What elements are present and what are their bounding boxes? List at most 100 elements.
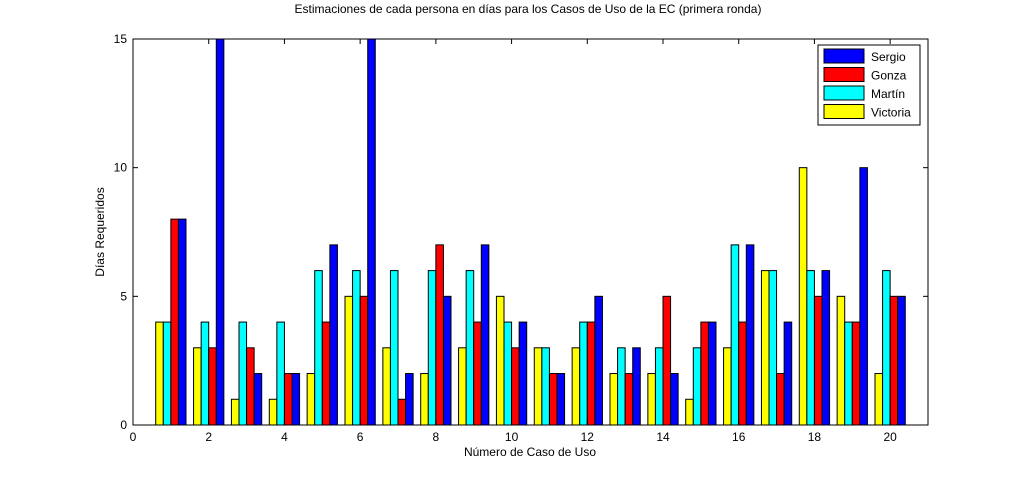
x-axis-label: Número de Caso de Uso xyxy=(464,445,596,459)
bar-gonza-9 xyxy=(473,321,482,426)
bars-layer xyxy=(155,38,906,426)
bar-victoria-8 xyxy=(420,373,429,426)
bar-victoria-13 xyxy=(609,373,619,426)
bar-victoria-19 xyxy=(836,295,846,426)
bar-gonza-1 xyxy=(170,218,179,426)
legend-label: Sergio xyxy=(871,50,906,64)
bar-sergio-14 xyxy=(670,373,679,426)
bar-martin-20 xyxy=(882,270,891,426)
bar-sergio-11 xyxy=(556,373,566,426)
bar-gonza-8 xyxy=(435,244,444,426)
bar-martin-9 xyxy=(465,270,475,426)
legend: Sergio Gonza Martín Victoria xyxy=(817,44,921,126)
bar-victoria-4 xyxy=(268,398,278,426)
bar-gonza-20 xyxy=(889,295,899,426)
y-tick-label: 5 xyxy=(120,289,127,303)
bar-martin-10 xyxy=(503,321,513,426)
bar-victoria-1 xyxy=(155,321,164,426)
legend-swatch xyxy=(823,67,865,82)
x-tick-label: 12 xyxy=(581,430,595,444)
bar-martin-4 xyxy=(276,321,285,426)
bar-martin-7 xyxy=(389,270,399,426)
y-tick-label: 10 xyxy=(114,161,128,175)
bar-martin-16 xyxy=(730,244,740,426)
bar-sergio-7 xyxy=(405,373,414,426)
bar-victoria-9 xyxy=(458,347,467,426)
bar-victoria-5 xyxy=(306,373,316,426)
bar-gonza-4 xyxy=(283,373,293,426)
bar-martin-2 xyxy=(200,321,210,426)
legend-label: Martín xyxy=(871,87,905,101)
x-tick-label: 2 xyxy=(205,430,212,444)
bar-victoria-15 xyxy=(685,398,694,426)
bar-gonza-18 xyxy=(813,295,823,426)
bar-sergio-3 xyxy=(253,373,263,426)
bar-victoria-17 xyxy=(760,270,770,426)
x-tick-label: 6 xyxy=(357,430,364,444)
y-tick-label: 15 xyxy=(114,32,128,46)
x-tick-label: 16 xyxy=(732,430,746,444)
bar-sergio-12 xyxy=(594,295,603,426)
bar-martin-13 xyxy=(617,347,626,426)
bar-gonza-14 xyxy=(662,295,672,426)
bar-sergio-17 xyxy=(783,321,793,426)
x-tick-label: 0 xyxy=(130,430,137,444)
bar-martin-12 xyxy=(579,321,588,426)
bar-sergio-13 xyxy=(632,347,641,426)
bar-sergio-4 xyxy=(291,373,301,426)
bar-sergio-19 xyxy=(859,167,868,426)
chart-title: Estimaciones de cada persona en días par… xyxy=(295,2,762,16)
bar-sergio-8 xyxy=(442,295,452,426)
bar-sergio-20 xyxy=(897,295,906,426)
bar-gonza-17 xyxy=(776,373,785,426)
bar-victoria-12 xyxy=(571,347,581,426)
x-tick-label: 20 xyxy=(883,430,897,444)
bar-victoria-10 xyxy=(495,295,505,426)
bar-gonza-11 xyxy=(548,373,558,426)
bar-sergio-5 xyxy=(329,244,338,426)
bar-gonza-16 xyxy=(738,321,747,426)
bar-martin-11 xyxy=(541,347,550,426)
plot-area xyxy=(133,39,928,425)
bar-victoria-7 xyxy=(382,347,391,426)
bar-martin-8 xyxy=(427,270,437,426)
bar-sergio-18 xyxy=(821,270,831,426)
bar-gonza-13 xyxy=(624,373,634,426)
axes-frame xyxy=(132,38,929,426)
legend-swatch xyxy=(823,104,865,119)
legend-label: Gonza xyxy=(871,69,907,83)
x-tick-label: 10 xyxy=(505,430,519,444)
bar-gonza-6 xyxy=(359,295,369,426)
legend-label: Victoria xyxy=(871,106,911,120)
bar-martin-14 xyxy=(654,347,664,426)
bar-gonza-2 xyxy=(208,347,217,426)
bar-victoria-11 xyxy=(533,347,543,426)
bar-martin-6 xyxy=(352,270,361,426)
bar-victoria-6 xyxy=(344,295,354,426)
bar-martin-5 xyxy=(314,270,323,426)
bar-victoria-18 xyxy=(798,167,808,426)
bar-gonza-7 xyxy=(397,398,407,426)
bar-victoria-16 xyxy=(723,347,732,426)
bar-sergio-9 xyxy=(480,244,490,426)
x-tick-label: 18 xyxy=(808,430,822,444)
bar-victoria-2 xyxy=(193,347,202,426)
bar-martin-17 xyxy=(768,270,778,426)
legend-swatch xyxy=(823,85,865,101)
bar-sergio-15 xyxy=(707,321,717,426)
bar-sergio-16 xyxy=(745,244,755,426)
y-axis-label: Días Requeridos xyxy=(93,187,107,276)
ticks-layer: 0 2 4 6 8 10 12 14 16 18 20 0 5 10 15 xyxy=(114,32,928,444)
bar-martin-1 xyxy=(162,321,172,426)
bar-martin-19 xyxy=(844,321,853,426)
bar-gonza-15 xyxy=(700,321,709,426)
bar-gonza-10 xyxy=(511,347,520,426)
x-tick-label: 8 xyxy=(433,430,440,444)
x-tick-label: 4 xyxy=(281,430,288,444)
bar-sergio-2 xyxy=(215,38,225,426)
bar-martin-18 xyxy=(806,270,815,426)
bar-gonza-3 xyxy=(246,347,255,426)
bar-victoria-3 xyxy=(230,398,240,426)
legend-swatch xyxy=(823,48,865,64)
